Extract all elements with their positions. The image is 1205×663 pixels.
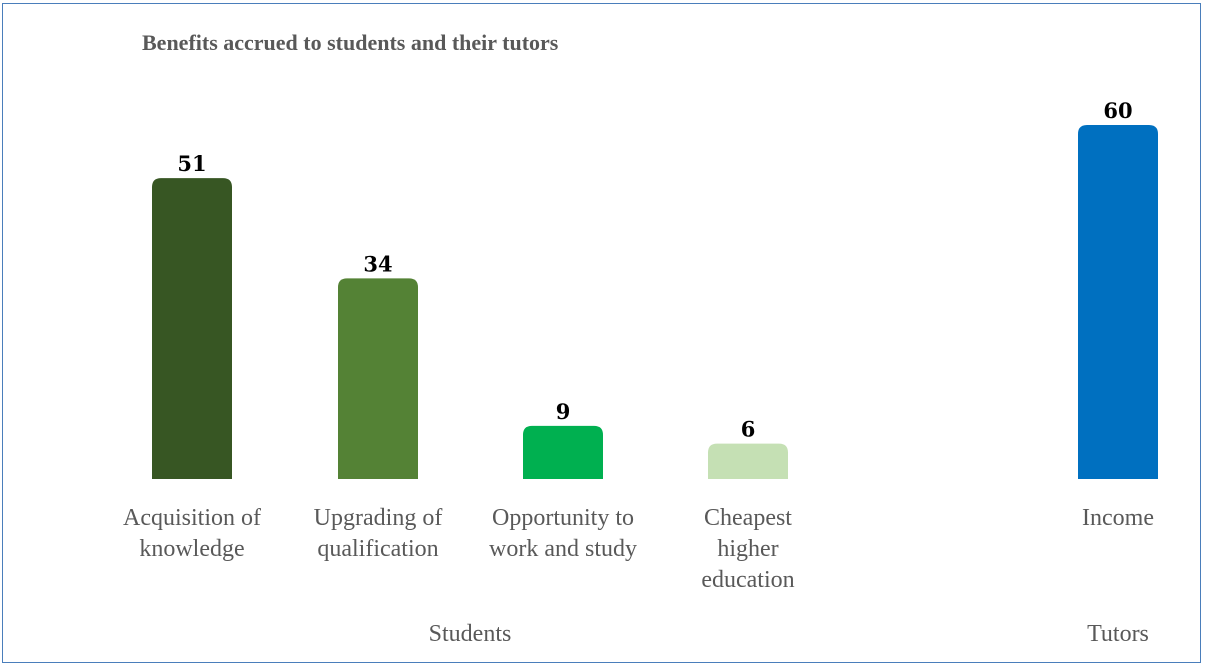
category-label-2: Upgrading of qualification <box>314 505 443 562</box>
bar-4 <box>708 443 788 479</box>
data-label-1: 51 <box>177 151 206 176</box>
category-label-4: Cheapest higher education <box>701 505 794 593</box>
bar-1 <box>152 178 232 479</box>
data-label-4: 6 <box>741 417 756 442</box>
data-label-3: 9 <box>556 399 571 424</box>
data-label-5: 60 <box>1103 98 1132 123</box>
chart-title: Benefits accrued to students and their t… <box>142 30 559 55</box>
group-label-tutors: Tutors <box>1087 621 1149 647</box>
bar-2 <box>338 278 418 479</box>
category-label-5: Income <box>1082 505 1154 531</box>
category-label-3: Opportunity to work and study <box>489 505 637 562</box>
category-label-1: Acquisition of knowledge <box>123 505 261 562</box>
data-label-2: 34 <box>363 251 392 276</box>
bar-5 <box>1078 125 1158 479</box>
group-label-students: Students <box>429 621 512 647</box>
bar-3 <box>523 425 603 479</box>
